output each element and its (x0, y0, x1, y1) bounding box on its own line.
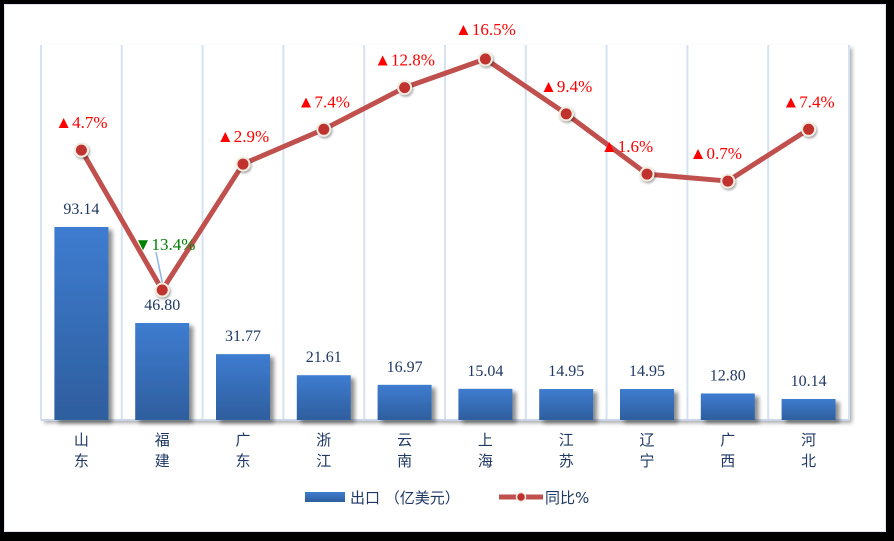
yoy-label: ▲4.7% (55, 113, 107, 132)
category-label: 南 (397, 452, 412, 470)
yoy-point (154, 282, 170, 298)
bar-series (54, 227, 836, 420)
legend-bar-swatch (305, 492, 345, 502)
yoy-label: ▲7.4% (298, 92, 350, 111)
pct-labels: ▲4.7% ▼13.4% ▲2.9% ▲7.4% ▲12.8% ▲16.5% ▲9.4% ▲1… (55, 20, 834, 254)
category-label: 海 (478, 452, 493, 470)
yoy-point (397, 80, 413, 96)
bar-value-label: 93.14 (63, 201, 99, 218)
bar-value-label: 46.80 (144, 297, 180, 314)
yoy-label: ▲12.8% (374, 51, 435, 70)
category-label: 云 (397, 431, 412, 449)
category-label: 上 (478, 431, 493, 449)
category-label: 广 (235, 431, 250, 449)
category-label: 江 (559, 431, 574, 449)
category-label: 北 (801, 452, 816, 470)
bar (216, 354, 270, 420)
category-label: 东 (74, 452, 89, 470)
yoy-label: ▲16.5% (455, 20, 516, 39)
category-label: 东 (235, 452, 250, 470)
bar (781, 398, 836, 420)
category-label: 江 (316, 452, 331, 470)
bar-value-label: 14.95 (629, 363, 665, 380)
legend: 出口 （亿美元） 同比% (305, 489, 589, 507)
category-label: 建 (155, 452, 170, 470)
bar-value-label: 14.95 (548, 363, 584, 380)
bar-value-label: 12.80 (710, 367, 746, 384)
category-label: 广 (720, 431, 735, 449)
category-label: 宁 (639, 452, 654, 470)
yoy-point (801, 121, 817, 137)
yoy-label: ▼13.4% (135, 235, 196, 254)
category-label: 山 (74, 431, 89, 449)
category-label: 浙 (316, 431, 331, 449)
bar-value-label: 15.04 (467, 363, 503, 380)
bar (539, 389, 594, 420)
bar (700, 393, 755, 420)
legend-label-yoy: 同比% (545, 489, 589, 507)
bar (296, 375, 351, 420)
leader-line (155, 251, 164, 287)
bar (135, 323, 190, 420)
bar (377, 384, 432, 420)
yoy-point (316, 121, 332, 137)
yoy-label: ▲1.6% (601, 137, 653, 156)
yoy-line (79, 56, 810, 293)
bar-value-label: 31.77 (225, 328, 261, 345)
yoy-label: ▲0.7% (690, 144, 742, 163)
yoy-label: ▲2.9% (217, 127, 269, 146)
line-series (73, 51, 817, 298)
bar-value-label: 16.97 (387, 359, 423, 376)
bar (458, 388, 513, 420)
bar (54, 227, 109, 420)
legend-label-export: 出口 （亿美元） (350, 489, 460, 507)
bar-value-label: 21.61 (306, 349, 342, 366)
yoy-point (73, 142, 89, 158)
category-label: 河 (801, 431, 816, 449)
yoy-point (235, 156, 251, 172)
category-label: 西 (720, 452, 735, 470)
yoy-label: ▲7.4% (782, 92, 834, 111)
yoy-point (558, 106, 574, 122)
gridlines (40, 45, 850, 421)
legend-dot-swatch (515, 491, 527, 503)
category-label: 辽 (639, 431, 654, 449)
yoy-point (639, 166, 655, 182)
category-label: 苏 (559, 452, 574, 470)
yoy-label: ▲9.4% (540, 77, 592, 96)
bar (620, 389, 674, 420)
bar-value-labels: 93.14 46.80 31.77 21.61 16.97 15.04 14.95 14.95… (63, 201, 826, 390)
category-label: 福 (155, 431, 170, 449)
yoy-point (477, 51, 493, 67)
yoy-point (720, 173, 736, 189)
bar-value-label: 10.14 (791, 373, 827, 390)
